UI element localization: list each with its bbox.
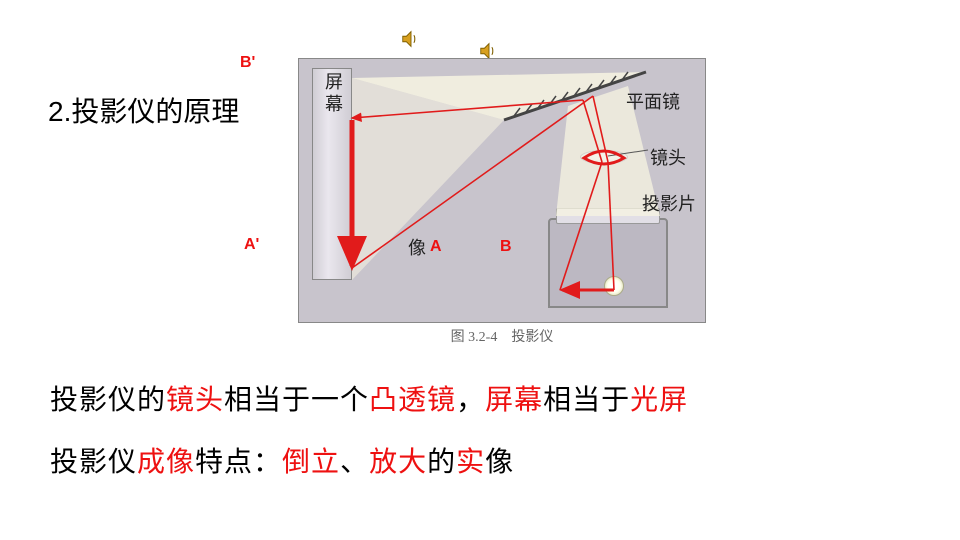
diagram-caption: 图 3.2-4 投影仪 (298, 326, 706, 346)
bulb-shape (604, 276, 624, 296)
explain-line-1: 投影仪的镜头相当于一个凸透镜，屏幕相当于光屏 (50, 378, 688, 418)
lens-shape (580, 150, 628, 164)
sound-icon (400, 28, 422, 50)
point-b: B (500, 238, 512, 256)
point-a-prime: A' (244, 236, 259, 254)
point-b-prime: B' (240, 54, 255, 72)
label-mirror: 平面镜 (626, 88, 680, 114)
projector-diagram: 屏幕 平面镜 镜头 投影片 像 图 3.2-4 投影仪 (298, 58, 706, 338)
label-film: 投影片 (642, 190, 696, 216)
label-image: 像 (408, 234, 426, 260)
label-screen: 屏幕 (320, 72, 346, 116)
label-lens: 镜头 (650, 144, 686, 170)
section-title: 2.投影仪的原理 (48, 90, 239, 130)
explain-line-2: 投影仪成像特点：倒立、放大的实像 (50, 440, 514, 480)
point-a: A (430, 238, 442, 256)
